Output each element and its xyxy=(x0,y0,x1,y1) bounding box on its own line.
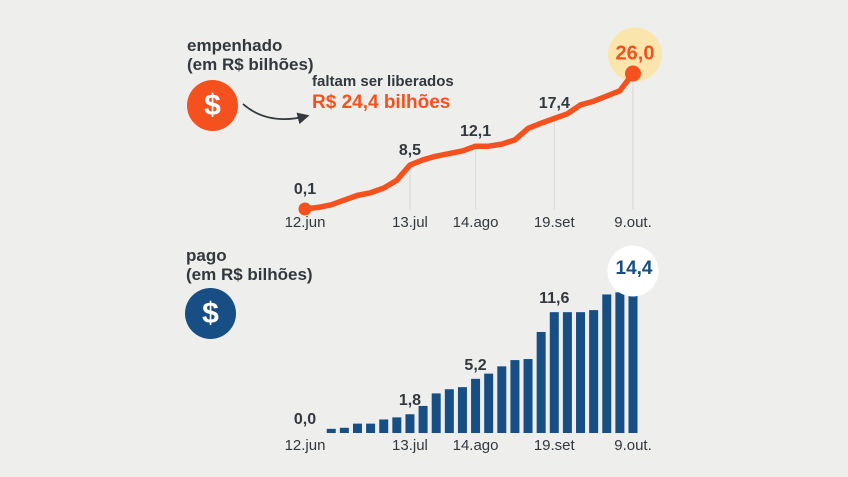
tick-label-12.jun: 12.jun xyxy=(284,213,326,231)
point-label-pago: 5,2 xyxy=(464,356,487,374)
tick-label-13.jul: 13.jul xyxy=(392,213,428,231)
curved-arrow-icon xyxy=(242,103,310,125)
remaining-annotation: faltam ser liberados R$ 24,4 bilhões xyxy=(312,73,454,114)
pago-title-line1: pago xyxy=(186,246,227,265)
tick-label-14.ago: 14.ago xyxy=(452,437,499,454)
pago-title-line2: (em R$ bilhões) xyxy=(186,265,313,284)
tick-label-14.ago: 14.ago xyxy=(452,213,499,231)
remaining-annotation-value: R$ 24,4 bilhões xyxy=(312,92,451,113)
empenhado-title: empenhado (em R$ bilhões) xyxy=(187,36,314,74)
tick-label-12.jun: 12.jun xyxy=(284,437,326,454)
tick-label-19.set: 19.set xyxy=(533,437,575,454)
tick-label-19.set: 19.set xyxy=(533,213,575,231)
point-label-pago: 0,0 xyxy=(293,411,317,428)
dollar-icon-pago: $ xyxy=(185,288,236,339)
point-label-empenhado: 17,4 xyxy=(538,95,570,113)
pago-title: pago (em R$ bilhões) xyxy=(186,246,313,284)
tick-label-13.jul: 13.jul xyxy=(392,437,428,454)
dollar-icon-empenhado: $ xyxy=(187,80,238,131)
empenhado-title-line1: empenhado xyxy=(187,36,283,55)
point-label-empenhado: 12,1 xyxy=(459,123,492,141)
dollar-symbol: $ xyxy=(202,296,219,330)
tick-label-9.out.: 9.out. xyxy=(614,437,652,454)
point-label-empenhado: 26,0 xyxy=(615,42,655,64)
empenhado-title-line2: (em R$ bilhões) xyxy=(187,55,314,74)
dollar-symbol: $ xyxy=(204,88,221,122)
point-label-empenhado: 0,1 xyxy=(293,180,317,198)
point-label-pago: 11,6 xyxy=(539,290,570,308)
remaining-annotation-label: faltam ser liberados xyxy=(312,73,454,90)
tick-label-9.out.: 9.out. xyxy=(614,213,652,231)
point-label-pago: 14,4 xyxy=(615,258,653,279)
point-label-pago: 1,8 xyxy=(398,392,422,410)
point-label-empenhado: 8,5 xyxy=(398,142,422,160)
